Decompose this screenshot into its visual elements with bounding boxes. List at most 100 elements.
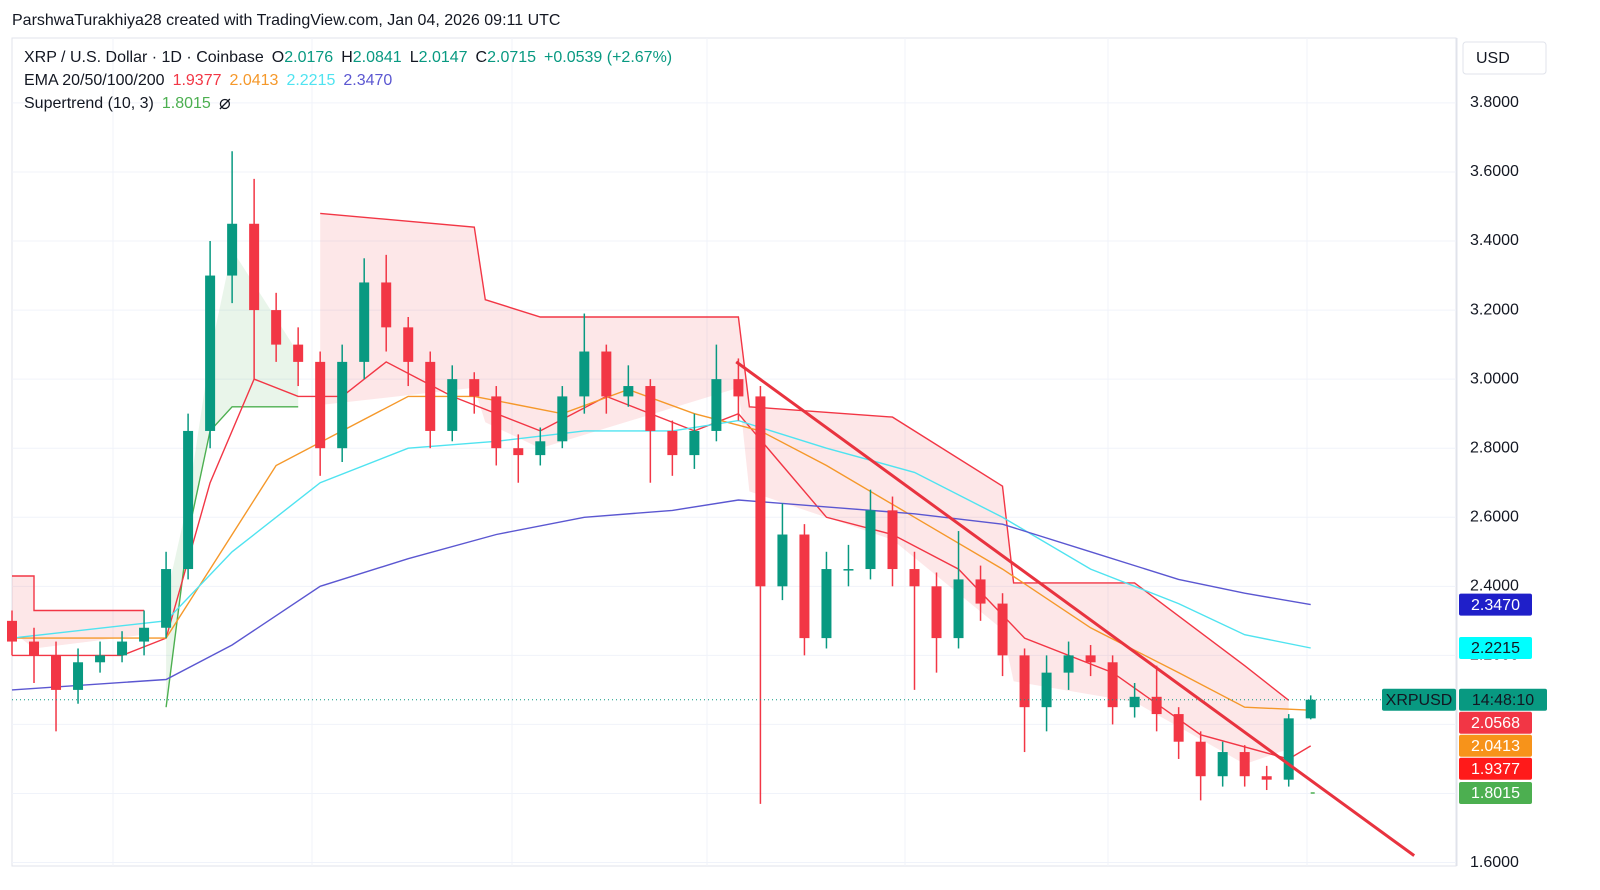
y-tick-label: 3.2000 bbox=[1470, 301, 1519, 318]
price-tag-label: 1.8015 bbox=[1471, 785, 1520, 802]
y-tick-label: 2.6000 bbox=[1470, 508, 1519, 525]
price-tag-label: 2.0568 bbox=[1471, 715, 1520, 732]
candles bbox=[7, 151, 1316, 804]
candle-body bbox=[667, 430, 678, 456]
candle-body bbox=[689, 430, 700, 456]
supertrend-value: 1.8015 bbox=[162, 95, 211, 112]
candle-body bbox=[1129, 696, 1140, 708]
candle-body bbox=[931, 586, 942, 639]
supertrend-fill bbox=[320, 213, 1289, 765]
supertrend-fill bbox=[166, 249, 299, 708]
candle-body bbox=[909, 569, 920, 587]
candle-body bbox=[381, 282, 392, 328]
price-tag bbox=[1459, 734, 1532, 757]
candle-body bbox=[1261, 776, 1272, 780]
countdown-label: 14:48:10 bbox=[1472, 692, 1534, 709]
supertrend-label: Supertrend (10, 3) bbox=[24, 95, 154, 112]
ohlc-key: O bbox=[272, 49, 284, 66]
ema-value: 1.9377 bbox=[173, 72, 222, 89]
candle-body bbox=[73, 662, 84, 690]
price-tag-label: 1.9377 bbox=[1471, 761, 1520, 778]
y-tick-label: 2.8000 bbox=[1470, 439, 1519, 456]
candle-body bbox=[1217, 752, 1228, 777]
candle-body bbox=[1305, 699, 1316, 719]
candle-body bbox=[821, 569, 832, 639]
legend-row: XRP / U.S. Dollar · 1D · Coinbase O2.0176… bbox=[24, 49, 672, 66]
candle-body bbox=[403, 327, 414, 362]
candle-body bbox=[997, 603, 1008, 656]
price-tag bbox=[1459, 781, 1532, 804]
candle-body bbox=[117, 641, 128, 656]
ohlc-value: 2.0715 bbox=[487, 49, 536, 66]
trendline bbox=[735, 360, 1416, 857]
candle-body bbox=[1283, 718, 1294, 780]
overlay bbox=[12, 360, 1456, 857]
ema-label: EMA 20/50/100/200 bbox=[24, 72, 165, 89]
candle-body bbox=[315, 361, 326, 449]
candle-body bbox=[1173, 714, 1184, 742]
supertrend-fills bbox=[12, 213, 1289, 765]
ohlc-key: C bbox=[476, 49, 488, 66]
candle-body bbox=[777, 534, 788, 587]
candle-body bbox=[865, 510, 876, 570]
header: ParshwaTurakhiya28 created with TradingV… bbox=[12, 12, 560, 29]
grid bbox=[12, 102, 1456, 864]
candle-body bbox=[1063, 655, 1074, 673]
currency[interactable]: USD bbox=[1476, 50, 1510, 67]
candle-body bbox=[579, 351, 590, 397]
price-tags: XRPUSD 14:48:10 2.3470 2.2215 2.0568 2.0413 1.… bbox=[1382, 593, 1547, 804]
ema-value: 2.0413 bbox=[230, 72, 279, 89]
y-tick-label: 3.8000 bbox=[1470, 94, 1519, 111]
visibility-icon bbox=[219, 98, 231, 110]
candle-body bbox=[1085, 655, 1096, 663]
supertrend-fill bbox=[12, 576, 145, 649]
candle-body bbox=[7, 620, 17, 642]
ohlc-value: 2.0841 bbox=[353, 49, 402, 66]
candle-body bbox=[1107, 662, 1118, 708]
candle-body bbox=[249, 223, 260, 311]
candle-body bbox=[183, 430, 194, 570]
price-tag bbox=[1459, 593, 1532, 616]
candle-body bbox=[447, 379, 458, 431]
price-tag bbox=[1459, 757, 1532, 780]
candle-body bbox=[975, 579, 986, 604]
ema-value: 2.3470 bbox=[343, 72, 392, 89]
countdown-tag bbox=[1459, 688, 1547, 711]
candle-body bbox=[645, 386, 656, 431]
candle-body bbox=[601, 351, 612, 397]
candle-body bbox=[953, 579, 964, 639]
candle-body bbox=[755, 396, 766, 587]
candle-body bbox=[843, 569, 854, 571]
candle-body bbox=[711, 379, 722, 431]
indicator-lines bbox=[11, 212, 1315, 794]
y-tick-label: 1.6000 bbox=[1470, 854, 1519, 871]
price-tag-label: 2.0413 bbox=[1471, 738, 1520, 755]
currency-box[interactable] bbox=[1462, 41, 1547, 75]
ema-line bbox=[11, 419, 1311, 649]
candle-body bbox=[1019, 655, 1030, 708]
y-tick-label: 3.0000 bbox=[1470, 370, 1519, 387]
legend-row: Supertrend (10, 3) 1.8015 bbox=[24, 95, 211, 112]
time-grid bbox=[112, 38, 1308, 866]
candle-body bbox=[337, 361, 348, 449]
legend: XRP / U.S. Dollar · 1D · Coinbase O2.0176… bbox=[24, 49, 672, 112]
candle-body bbox=[95, 655, 106, 663]
ohlc-value: 2.0147 bbox=[419, 49, 468, 66]
candle-body bbox=[491, 396, 502, 449]
candle-body bbox=[1195, 741, 1206, 777]
supertrend-line bbox=[12, 212, 1290, 701]
y-tick-label: 3.4000 bbox=[1470, 232, 1519, 249]
candle-body bbox=[205, 275, 216, 431]
candle-body bbox=[139, 627, 150, 642]
visibility-icon bbox=[219, 98, 231, 110]
candle-body bbox=[535, 441, 546, 456]
candle-body bbox=[29, 641, 40, 656]
candle-body bbox=[799, 534, 810, 639]
price-tag bbox=[1459, 711, 1532, 734]
candle-body bbox=[513, 448, 524, 456]
candle-body bbox=[1041, 672, 1052, 708]
candle-body bbox=[425, 361, 436, 431]
